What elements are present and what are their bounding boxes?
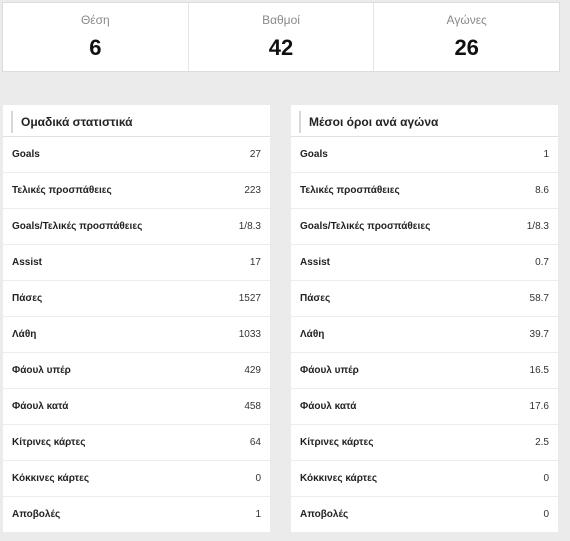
stat-value: 458 bbox=[244, 401, 261, 412]
stat-row: Κίτρινες κάρτες 64 bbox=[3, 425, 270, 461]
header-accent bbox=[299, 111, 301, 133]
stat-row: Goals/Τελικές προσπάθειες 1/8.3 bbox=[3, 209, 270, 245]
stat-value: 223 bbox=[244, 185, 261, 196]
stats-list: Goals 27 Τελικές προσπάθειες 223 Goals/Τελικ… bbox=[3, 137, 270, 532]
summary-value: 26 bbox=[454, 35, 479, 60]
stat-label: Goals/Τελικές προσπάθειες bbox=[12, 221, 143, 232]
stat-value: 8.6 bbox=[535, 185, 549, 196]
stat-label: Φάουλ υπέρ bbox=[12, 365, 71, 376]
stat-row: Λάθη 1033 bbox=[3, 317, 270, 353]
stat-row: Λάθη 39.7 bbox=[291, 317, 558, 353]
stat-value: 27 bbox=[249, 149, 261, 160]
stat-value: 17.6 bbox=[529, 401, 549, 412]
stat-value: 0.7 bbox=[535, 257, 549, 268]
stat-label: Τελικές προσπάθειες bbox=[300, 185, 400, 196]
stat-value: 16.5 bbox=[529, 365, 549, 376]
stat-row: Αποβολές 1 bbox=[3, 497, 270, 532]
stat-label: Λάθη bbox=[12, 329, 37, 340]
stat-label: Κίτρινες κάρτες bbox=[12, 437, 86, 448]
stat-value: 39.7 bbox=[529, 329, 549, 340]
averages-panel: Μέσοι όροι ανά αγώνα Goals 1 Τελικές προσπ… bbox=[291, 105, 558, 532]
stat-row: Goals/Τελικές προσπάθειες 1/8.3 bbox=[291, 209, 558, 245]
panel-header: Μέσοι όροι ανά αγώνα bbox=[291, 105, 558, 137]
stat-row: Τελικές προσπάθειες 223 bbox=[3, 173, 270, 209]
summary-position: Θέση 6 bbox=[3, 3, 189, 71]
stat-label: Κίτρινες κάρτες bbox=[300, 437, 374, 448]
panel-title: Ομαδικά στατιστικά bbox=[21, 115, 133, 129]
stat-value: 1527 bbox=[238, 293, 261, 304]
stat-value: 0 bbox=[543, 473, 549, 484]
stat-row: Goals 1 bbox=[291, 137, 558, 173]
stat-row: Πάσες 58.7 bbox=[291, 281, 558, 317]
stat-label: Κόκκινες κάρτες bbox=[300, 473, 378, 484]
stat-label: Τελικές προσπάθειες bbox=[12, 185, 112, 196]
stat-row: Goals 27 bbox=[3, 137, 270, 173]
stat-value: 2.5 bbox=[535, 437, 549, 448]
stat-row: Τελικές προσπάθειες 8.6 bbox=[291, 173, 558, 209]
stat-row: Assist 17 bbox=[3, 245, 270, 281]
stat-label: Φάουλ κατά bbox=[300, 401, 357, 412]
summary-games: Αγώνες 26 bbox=[374, 3, 559, 71]
stat-label: Φάουλ υπέρ bbox=[300, 365, 359, 376]
stat-value: 0 bbox=[255, 473, 261, 484]
summary-bar: Θέση 6 Βαθμοί 42 Αγώνες 26 bbox=[2, 2, 560, 72]
stat-label: Κόκκινες κάρτες bbox=[12, 473, 90, 484]
stat-value: 1033 bbox=[238, 329, 261, 340]
stat-value: 1/8.3 bbox=[526, 221, 549, 232]
panel-header: Ομαδικά στατιστικά bbox=[3, 105, 270, 137]
stat-label: Assist bbox=[300, 257, 331, 268]
stat-label: Λάθη bbox=[300, 329, 325, 340]
stat-value: 1 bbox=[255, 509, 261, 520]
header-accent bbox=[11, 111, 13, 133]
stat-row: Φάουλ υπέρ 429 bbox=[3, 353, 270, 389]
stat-row: Φάουλ υπέρ 16.5 bbox=[291, 353, 558, 389]
summary-label: Θέση bbox=[80, 13, 110, 27]
team-stats-panel: Ομαδικά στατιστικά Goals 27 Τελικές προσπά… bbox=[3, 105, 270, 532]
stat-row: Φάουλ κατά 17.6 bbox=[291, 389, 558, 425]
summary-points: Βαθμοί 42 bbox=[189, 3, 375, 71]
stat-value: 1 bbox=[543, 149, 549, 160]
stat-row: Assist 0.7 bbox=[291, 245, 558, 281]
stat-label: Πάσες bbox=[12, 293, 43, 304]
stat-value: 429 bbox=[244, 365, 261, 376]
summary-label: Βαθμοί bbox=[262, 13, 300, 27]
stat-row: Αποβολές 0 bbox=[291, 497, 558, 532]
summary-value: 42 bbox=[268, 35, 294, 60]
stat-value: 58.7 bbox=[529, 293, 549, 304]
stat-label: Πάσες bbox=[300, 293, 331, 304]
stat-row: Κόκκινες κάρτες 0 bbox=[291, 461, 558, 497]
stat-label: Goals bbox=[12, 149, 40, 160]
panel-title: Μέσοι όροι ανά αγώνα bbox=[309, 115, 439, 129]
stat-label: Αποβολές bbox=[300, 509, 349, 520]
stat-label: Goals bbox=[300, 149, 328, 160]
stats-list: Goals 1 Τελικές προσπάθειες 8.6 Goals/Τελικέ… bbox=[291, 137, 558, 532]
stat-value: 64 bbox=[249, 437, 261, 448]
stat-value: 0 bbox=[543, 509, 549, 520]
stat-value: 17 bbox=[249, 257, 261, 268]
stat-label: Αποβολές bbox=[12, 509, 61, 520]
summary-label: Αγώνες bbox=[446, 13, 487, 27]
stat-label: Φάουλ κατά bbox=[12, 401, 69, 412]
stat-row: Κόκκινες κάρτες 0 bbox=[3, 461, 270, 497]
stat-row: Φάουλ κατά 458 bbox=[3, 389, 270, 425]
stat-value: 1/8.3 bbox=[238, 221, 261, 232]
stat-label: Goals/Τελικές προσπάθειες bbox=[300, 221, 431, 232]
stat-label: Assist bbox=[12, 257, 43, 268]
summary-value: 6 bbox=[89, 35, 102, 60]
stat-row: Κίτρινες κάρτες 2.5 bbox=[291, 425, 558, 461]
stat-row: Πάσες 1527 bbox=[3, 281, 270, 317]
